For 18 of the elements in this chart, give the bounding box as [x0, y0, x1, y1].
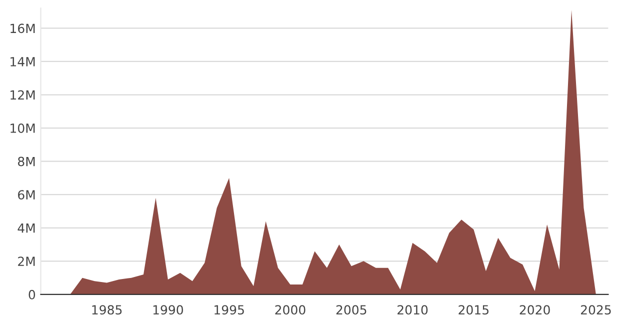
y-tick-label: 2M	[18, 256, 35, 266]
x-tick-label: 2020	[520, 305, 550, 315]
x-tick-label: 2005	[336, 305, 366, 315]
y-tick-label: 10M	[10, 124, 35, 133]
x-tick-label: 2000	[275, 305, 306, 315]
x-tick-label: 2010	[398, 305, 428, 315]
x-tick-label: 1990	[153, 305, 184, 315]
y-tick-label: 8M	[18, 156, 35, 166]
y-tick-label: 4M	[18, 224, 35, 233]
x-tick-label: 2015	[458, 305, 488, 315]
y-tick-label: 0	[28, 290, 36, 300]
y-tick-label: 14M	[10, 57, 35, 66]
y-tick-label: 12M	[10, 90, 35, 100]
x-tick-label: 1985	[92, 305, 122, 315]
y-tick-label: 6M	[18, 190, 35, 200]
x-tick-label: 1995	[214, 305, 244, 315]
x-tick-label: 2025	[580, 305, 611, 315]
y-tick-label: 16M	[10, 24, 35, 34]
